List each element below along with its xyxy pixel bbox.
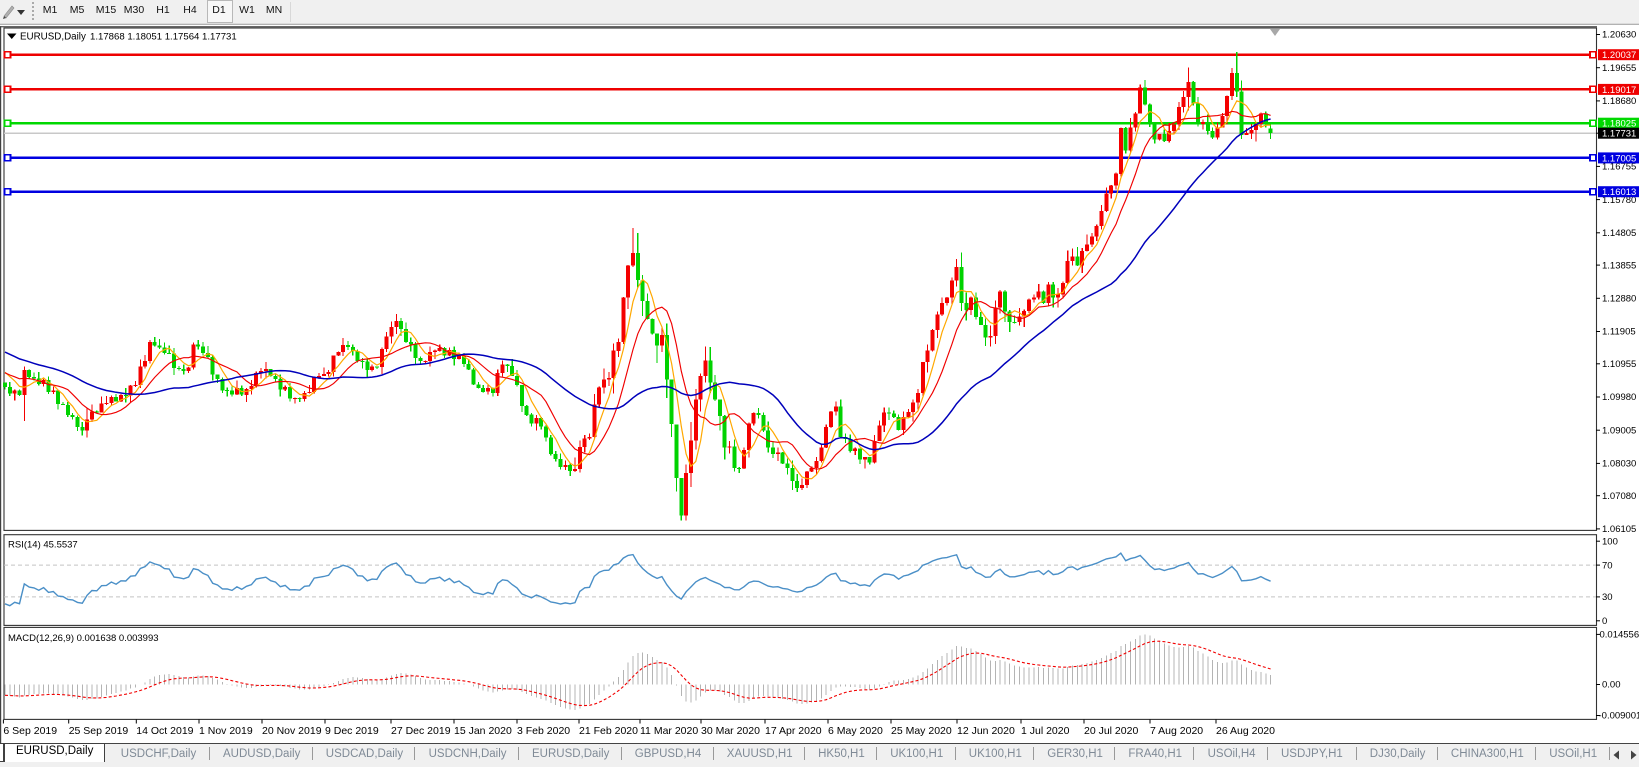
svg-text:14 Oct 2019: 14 Oct 2019 — [136, 725, 193, 737]
svg-text:RSI(14) 45.5537: RSI(14) 45.5537 — [8, 540, 78, 551]
svg-text:30 Mar 2020: 30 Mar 2020 — [701, 725, 760, 737]
svg-text:1.08030: 1.08030 — [1602, 459, 1636, 470]
svg-text:0: 0 — [1602, 616, 1607, 627]
svg-text:1.19655: 1.19655 — [1602, 63, 1636, 74]
svg-text:1 Jul 2020: 1 Jul 2020 — [1021, 725, 1070, 737]
svg-text:1.13855: 1.13855 — [1602, 260, 1636, 271]
svg-text:20 Nov 2019: 20 Nov 2019 — [262, 725, 322, 737]
svg-text:25 Sep 2019: 25 Sep 2019 — [69, 725, 129, 737]
svg-text:12 Jun 2020: 12 Jun 2020 — [957, 725, 1015, 737]
svg-text:21 Feb 2020: 21 Feb 2020 — [579, 725, 638, 737]
svg-text:1.19017: 1.19017 — [1602, 85, 1636, 96]
svg-text:6 Sep 2019: 6 Sep 2019 — [3, 725, 57, 737]
svg-text:7 Aug 2020: 7 Aug 2020 — [1150, 725, 1203, 737]
svg-text:1.09980: 1.09980 — [1602, 392, 1636, 403]
svg-text:1.17868 1.18051 1.17564 1.1773: 1.17868 1.18051 1.17564 1.17731 — [90, 32, 237, 43]
svg-text:1.20037: 1.20037 — [1602, 50, 1636, 61]
svg-text:100: 100 — [1602, 537, 1618, 548]
svg-text:25 May 2020: 25 May 2020 — [891, 725, 952, 737]
svg-text:20 Jul 2020: 20 Jul 2020 — [1084, 725, 1138, 737]
svg-text:26 Aug 2020: 26 Aug 2020 — [1216, 725, 1275, 737]
svg-text:1.12880: 1.12880 — [1602, 294, 1636, 305]
svg-text:-0.009001: -0.009001 — [1599, 711, 1639, 722]
svg-text:27 Dec 2019: 27 Dec 2019 — [391, 725, 451, 737]
svg-text:1 Nov 2019: 1 Nov 2019 — [199, 725, 253, 737]
svg-text:1.17731: 1.17731 — [1602, 129, 1636, 140]
svg-text:1.14805: 1.14805 — [1602, 228, 1636, 239]
svg-text:1.16013: 1.16013 — [1602, 187, 1636, 198]
svg-text:1.07080: 1.07080 — [1602, 491, 1636, 502]
svg-text:15 Jan 2020: 15 Jan 2020 — [454, 725, 512, 737]
svg-text:0.014556: 0.014556 — [1600, 630, 1639, 641]
svg-text:1.09005: 1.09005 — [1602, 425, 1636, 436]
svg-text:0.00: 0.00 — [1602, 680, 1621, 691]
svg-text:1.20630: 1.20630 — [1602, 30, 1636, 41]
svg-text:1.18680: 1.18680 — [1602, 96, 1636, 107]
svg-text:1.06105: 1.06105 — [1602, 524, 1636, 535]
svg-text:3 Feb 2020: 3 Feb 2020 — [517, 725, 570, 737]
svg-text:70: 70 — [1602, 560, 1613, 571]
svg-text:30: 30 — [1602, 592, 1613, 603]
svg-text:1.17005: 1.17005 — [1602, 153, 1636, 164]
svg-text:EURUSD,Daily: EURUSD,Daily — [20, 32, 86, 43]
svg-text:6 May 2020: 6 May 2020 — [828, 725, 883, 737]
svg-text:17 Apr 2020: 17 Apr 2020 — [765, 725, 822, 737]
svg-text:MACD(12,26,9) 0.001638 0.00399: MACD(12,26,9) 0.001638 0.003993 — [8, 633, 159, 644]
svg-text:11 Mar 2020: 11 Mar 2020 — [640, 725, 698, 737]
svg-text:1.10955: 1.10955 — [1602, 359, 1636, 370]
svg-text:1.11905: 1.11905 — [1602, 327, 1636, 338]
svg-text:9 Dec 2019: 9 Dec 2019 — [325, 725, 379, 737]
